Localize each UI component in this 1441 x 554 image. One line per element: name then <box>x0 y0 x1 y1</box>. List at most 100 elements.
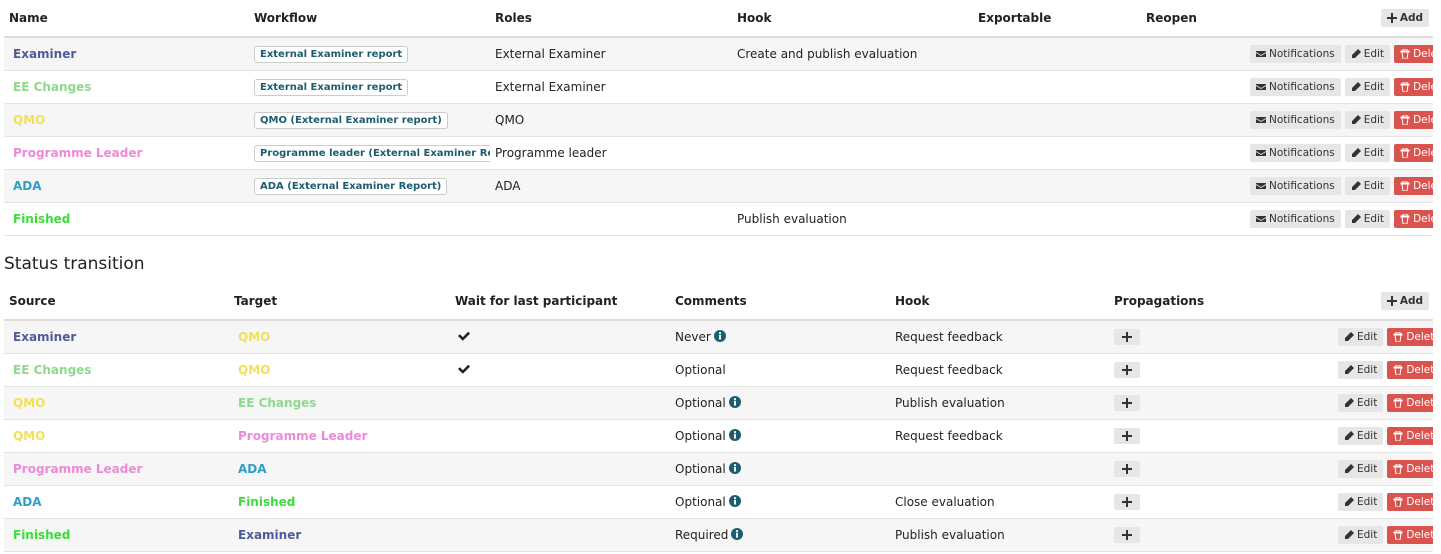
delete-button[interactable]: Delete <box>1394 45 1433 63</box>
delete-button[interactable]: Delete <box>1394 111 1433 129</box>
edit-button[interactable]: Edit <box>1344 111 1391 129</box>
source: QMO <box>4 386 229 420</box>
delete-button-label: Delete <box>1413 81 1433 93</box>
delete-button[interactable]: Delete <box>1387 427 1433 445</box>
edit-button[interactable]: Edit <box>1338 394 1384 412</box>
roles-cell: External Examiner <box>490 70 732 104</box>
hook-cell: Publish evaluation <box>890 386 1109 420</box>
info-icon <box>713 330 726 342</box>
add-button[interactable]: Add <box>1380 292 1429 310</box>
wait-cell <box>450 386 670 420</box>
propagation-add-button[interactable] <box>1114 395 1140 411</box>
notifications-button-label: Notifications <box>1269 81 1335 93</box>
workflow-badge[interactable]: ADA (External Examiner Report) <box>254 177 448 195</box>
roles: External Examiner <box>495 80 606 94</box>
propagation-add-button[interactable] <box>1114 362 1140 378</box>
hook-cell: Publish evaluation <box>890 518 1109 552</box>
add-button[interactable]: Add <box>1380 9 1429 27</box>
delete-button[interactable]: Delete <box>1394 177 1433 195</box>
comments: Optional <box>675 429 726 443</box>
mail-icon <box>1256 51 1266 57</box>
hook-cell <box>890 452 1109 486</box>
delete-button[interactable]: Delete <box>1394 78 1433 96</box>
column-header: Wait for last participant <box>450 283 670 321</box>
edit-button[interactable]: Edit <box>1344 78 1391 96</box>
workflow-cell: QMO (External Examiner report) <box>249 103 490 137</box>
transition-row: ADA Finished Optional Close evaluation Edit D… <box>4 485 1433 519</box>
comments: Required <box>675 528 729 542</box>
propagation-add-button[interactable] <box>1114 494 1140 510</box>
delete-button[interactable]: Delete <box>1394 144 1433 162</box>
wait-cell <box>450 419 670 453</box>
hook: Close evaluation <box>895 495 995 509</box>
column-header: Name <box>4 0 249 38</box>
roles-cell: Programme leader <box>490 136 732 170</box>
workflow-cell <box>249 202 490 236</box>
delete-button-label: Delete <box>1406 397 1433 409</box>
hook-cell: Close evaluation <box>890 485 1109 519</box>
comments-cell: Required <box>670 518 890 552</box>
edit-button[interactable]: Edit <box>1344 144 1391 162</box>
edit-button[interactable]: Edit <box>1338 328 1384 346</box>
notifications-button[interactable]: Notifications <box>1250 111 1341 129</box>
mail-icon <box>1256 183 1266 189</box>
actions-cell: Edit Delete <box>1329 353 1433 387</box>
hook: Publish evaluation <box>737 212 847 226</box>
notifications-button[interactable]: Notifications <box>1250 144 1341 162</box>
edit-button[interactable]: Edit <box>1344 45 1391 63</box>
hook-cell: Create and publish evaluation <box>732 37 973 71</box>
source: EE Changes <box>4 353 229 387</box>
target: EE Changes <box>229 386 450 420</box>
delete-button[interactable]: Delete <box>1387 394 1433 412</box>
edit-button[interactable]: Edit <box>1344 177 1391 195</box>
edit-button[interactable]: Edit <box>1338 526 1384 544</box>
edit-button[interactable]: Edit <box>1338 361 1384 379</box>
plus-icon <box>1122 431 1132 441</box>
workflow-badge[interactable]: QMO (External Examiner report) <box>254 111 448 129</box>
delete-button[interactable]: Delete <box>1387 493 1433 511</box>
source: Finished <box>4 518 229 552</box>
status-name: Finished <box>4 202 249 236</box>
edit-button-label: Edit <box>1363 81 1385 93</box>
workflow-badge[interactable]: External Examiner report <box>254 45 409 63</box>
propagation-add-button[interactable] <box>1114 461 1140 477</box>
edit-button[interactable]: Edit <box>1338 460 1384 478</box>
notifications-button[interactable]: Notifications <box>1250 177 1341 195</box>
reopen-cell <box>1141 37 1241 71</box>
workflow-badge[interactable]: Programme leader (External Examiner Repo… <box>254 144 490 162</box>
delete-button[interactable]: Delete <box>1387 328 1433 346</box>
hook: Request feedback <box>895 330 1003 344</box>
hook-cell <box>732 103 973 137</box>
plus-icon <box>1122 464 1132 474</box>
delete-button[interactable]: Delete <box>1387 361 1433 379</box>
edit-button-label: Edit <box>1363 114 1385 126</box>
edit-button[interactable]: Edit <box>1344 210 1391 228</box>
notifications-button[interactable]: Notifications <box>1250 210 1341 228</box>
target: QMO <box>229 320 450 354</box>
delete-button[interactable]: Delete <box>1387 526 1433 544</box>
hook: Create and publish evaluation <box>737 47 918 61</box>
workflow-badge[interactable]: External Examiner report <box>254 78 409 96</box>
status-row: ADA ADA (External Examiner Report) ADA Noti… <box>4 169 1433 203</box>
notifications-button-label: Notifications <box>1269 114 1335 126</box>
edit-button[interactable]: Edit <box>1338 427 1384 445</box>
edit-button[interactable]: Edit <box>1338 493 1384 511</box>
mail-icon <box>1256 84 1266 90</box>
trash-icon <box>1393 431 1403 441</box>
propagation-add-button[interactable] <box>1114 527 1140 543</box>
edit-icon <box>1344 497 1354 507</box>
workflow-cell: Programme leader (External Examiner Repo… <box>249 136 490 170</box>
edit-icon <box>1350 181 1361 191</box>
notifications-button[interactable]: Notifications <box>1250 78 1341 96</box>
notifications-button[interactable]: Notifications <box>1250 45 1341 63</box>
propagation-add-button[interactable] <box>1114 428 1140 444</box>
propagation-add-button[interactable] <box>1114 329 1140 345</box>
delete-button[interactable]: Delete <box>1394 210 1433 228</box>
actions-cell: Edit Delete <box>1329 485 1433 519</box>
workflow-cell: ADA (External Examiner Report) <box>249 169 490 203</box>
hook: Request feedback <box>895 429 1003 443</box>
mail-icon <box>1256 150 1266 156</box>
edit-button-label: Edit <box>1357 331 1378 343</box>
delete-button[interactable]: Delete <box>1387 460 1433 478</box>
edit-button-label: Edit <box>1357 496 1378 508</box>
